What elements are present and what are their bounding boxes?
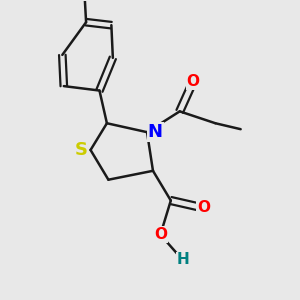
Text: O: O — [187, 74, 200, 89]
Text: O: O — [197, 200, 210, 215]
Text: H: H — [176, 253, 189, 268]
Text: O: O — [154, 227, 167, 242]
Text: N: N — [148, 123, 163, 141]
Text: S: S — [75, 141, 88, 159]
